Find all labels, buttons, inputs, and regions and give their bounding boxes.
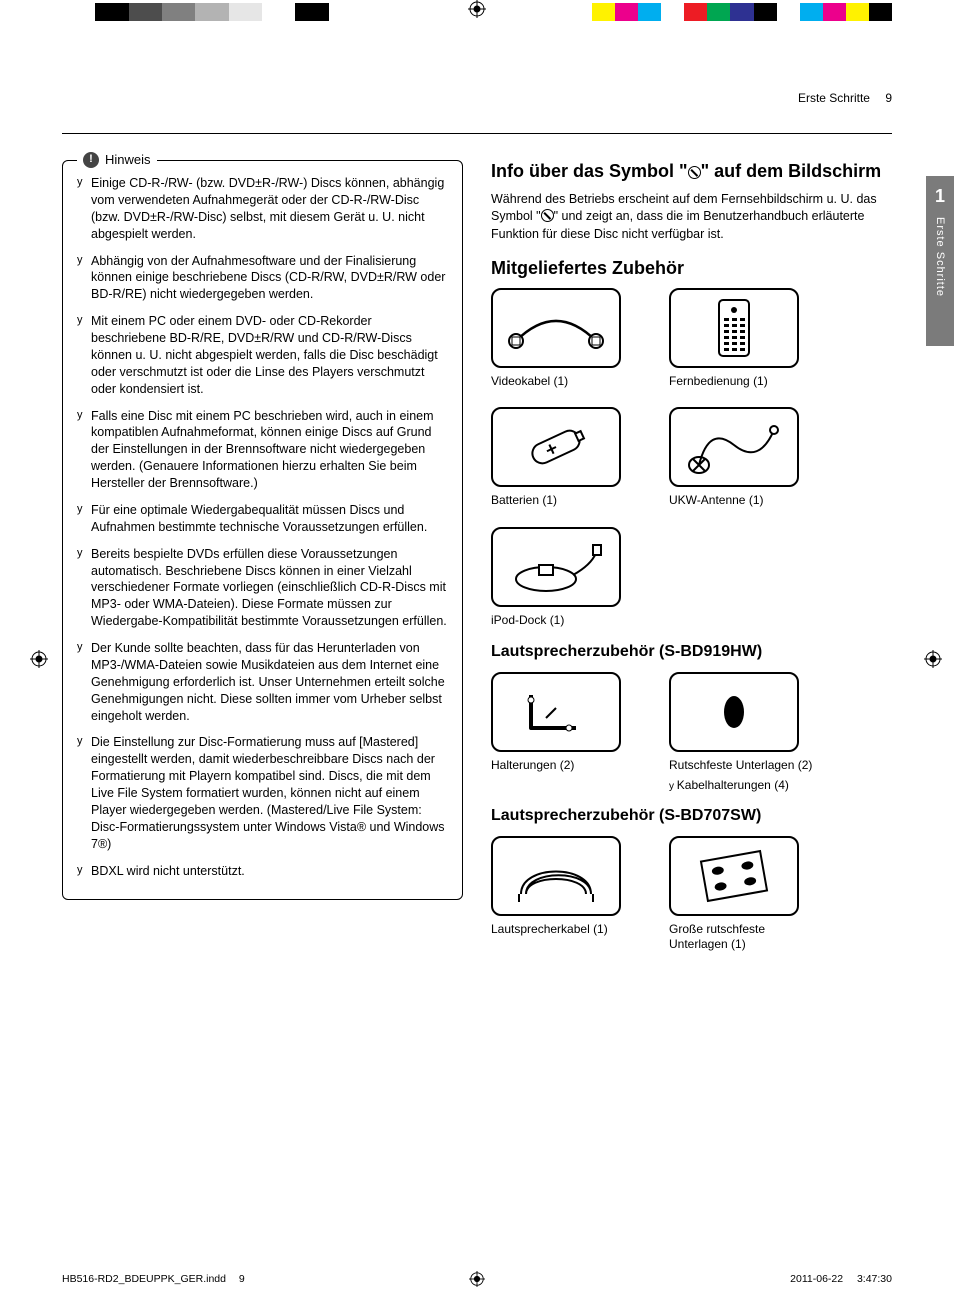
note-item: Mit einem PC oder einem DVD- oder CD-Rek…: [77, 313, 448, 397]
prohibit-icon: [688, 166, 701, 179]
accessory-label: UKW-Antenne (1): [669, 493, 819, 509]
footer-sep: [850, 1273, 853, 1285]
footer-date: 2011-06-22: [790, 1273, 843, 1285]
accessory-label: Batterien (1): [491, 493, 641, 509]
speaker2-heading: Lautsprecherzubehör (S-BD707SW): [491, 806, 892, 826]
registration-mark-icon: [469, 1271, 485, 1290]
note-box: ! Hinweis Einige CD-R-/RW- (bzw. DVD±R-/…: [62, 160, 463, 900]
speaker2-grid: Lautsprecherkabel (1) Große rutschfeste U…: [491, 836, 892, 953]
symbol-heading: Info über das Symbol " " auf dem Bildschi…: [491, 160, 892, 183]
accessories-grid: Videokabel (1) Fernbedienung (1) Batterien…: [491, 288, 892, 629]
bigpads-icon: [669, 836, 799, 916]
accessory-label: Halterungen (2): [491, 758, 641, 774]
accessory-item: Rutschfeste Unterlagen (2) Kabelhalterung…: [669, 672, 819, 792]
footer: HB516-RD2_BDEUPPK_GER.indd 9 2011-06-22 …: [62, 1273, 892, 1285]
note-item: Falls eine Disc mit einem PC beschrieben…: [77, 408, 448, 492]
note-item: Abhängig von der Aufnahmesoftware und de…: [77, 253, 448, 304]
bracket-icon: [491, 672, 621, 752]
registration-mark-icon: [468, 5, 486, 22]
cable-icon: [491, 288, 621, 368]
note-icon: !: [83, 152, 99, 168]
accessory-item: Batterien (1): [491, 407, 641, 509]
note-item: Für eine optimale Wiedergabequalität müs…: [77, 502, 448, 536]
speakercable-icon: [491, 836, 621, 916]
footer-page: 9: [239, 1273, 245, 1285]
antenna-icon: [669, 407, 799, 487]
accessory-item: Fernbedienung (1): [669, 288, 819, 390]
footer-time: 3:47:30: [857, 1273, 892, 1285]
accessory-label: Fernbedienung (1): [669, 374, 819, 390]
running-head-section: Erste Schritte: [798, 91, 870, 105]
running-head: Erste Schritte 9: [62, 91, 892, 105]
accessories-heading: Mitgeliefertes Zubehör: [491, 257, 892, 280]
color-bar: [592, 3, 892, 21]
running-head-page: 9: [885, 91, 892, 105]
accessory-label: Videokabel (1): [491, 374, 641, 390]
dock-icon: [491, 527, 621, 607]
accessory-item: Lautsprecherkabel (1): [491, 836, 641, 953]
accessory-item: Große rutschfeste Unterlagen (1): [669, 836, 819, 953]
accessory-item: iPod-Dock (1): [491, 527, 641, 629]
remote-icon: [669, 288, 799, 368]
symbol-body: Während des Betriebs erscheint auf dem F…: [491, 191, 892, 244]
note-item: Bereits bespielte DVDs erfüllen diese Vo…: [77, 546, 448, 630]
accessory-label: Große rutschfeste Unterlagen (1): [669, 922, 819, 953]
accessory-item: UKW-Antenne (1): [669, 407, 819, 509]
note-item: Der Kunde sollte beachten, dass für das …: [77, 640, 448, 724]
prohibit-icon: [541, 209, 554, 222]
accessory-sublabel: Kabelhalterungen (4): [669, 778, 819, 792]
speaker1-heading: Lautsprecherzubehör (S-BD919HW): [491, 642, 892, 662]
note-item: Einige CD-R-/RW- (bzw. DVD±R-/RW-) Discs…: [77, 175, 448, 243]
note-item: BDXL wird nicht unterstützt.: [77, 863, 448, 880]
accessory-item: Videokabel (1): [491, 288, 641, 390]
accessory-label: iPod-Dock (1): [491, 613, 641, 629]
accessory-label: Rutschfeste Unterlagen (2): [669, 758, 819, 774]
battery-icon: [491, 407, 621, 487]
footer-file: HB516-RD2_BDEUPPK_GER.indd: [62, 1273, 226, 1285]
pad-icon: [669, 672, 799, 752]
header-rule: [62, 133, 892, 134]
color-bar: [62, 3, 362, 21]
heading-text: Info über das Symbol ": [491, 161, 688, 181]
accessory-item: Halterungen (2): [491, 672, 641, 792]
note-list: Einige CD-R-/RW- (bzw. DVD±R-/RW-) Discs…: [77, 175, 448, 879]
note-title: Hinweis: [105, 151, 151, 169]
heading-text: " auf dem Bildschirm: [701, 161, 882, 181]
accessory-label: Lautsprecherkabel (1): [491, 922, 641, 938]
note-item: Die Einstellung zur Disc-Formatierung mu…: [77, 734, 448, 852]
speaker1-grid: Halterungen (2) Rutschfeste Unterlagen (2…: [491, 672, 892, 792]
